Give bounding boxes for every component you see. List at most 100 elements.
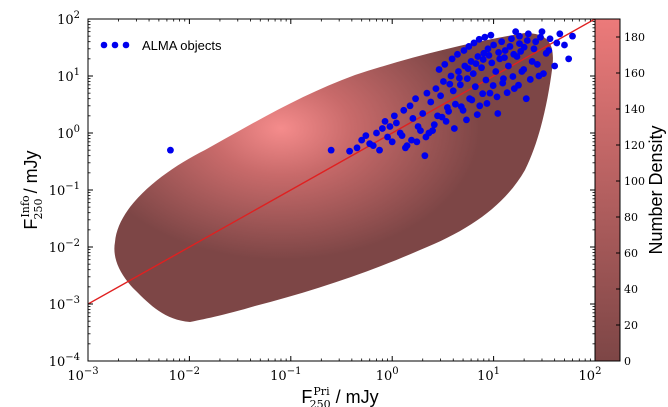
data-point	[505, 62, 512, 70]
data-point	[480, 49, 488, 57]
density-region	[114, 33, 553, 322]
data-point	[522, 95, 530, 103]
data-point	[449, 87, 457, 95]
data-point	[501, 47, 509, 54]
data-point	[447, 72, 455, 80]
data-point	[520, 66, 528, 73]
data-point	[427, 98, 435, 106]
data-point	[446, 80, 454, 88]
data-point	[508, 35, 515, 43]
data-point	[472, 60, 480, 68]
data-point	[369, 142, 377, 150]
data-point	[517, 48, 525, 55]
data-point	[509, 73, 517, 80]
colorbar	[594, 18, 621, 362]
data-point	[362, 132, 370, 140]
colorbar-tick-label: 120	[624, 139, 645, 152]
data-point	[376, 146, 383, 154]
data-point	[392, 119, 400, 127]
colorbar-tick-label: 80	[624, 211, 638, 224]
data-point	[455, 68, 462, 75]
data-point	[545, 47, 553, 54]
data-point	[378, 125, 386, 132]
data-point	[388, 138, 396, 146]
colorbar-tick-label: 60	[624, 247, 638, 260]
y-tick-label: 102	[57, 10, 80, 28]
colorbar-tick-label: 160	[624, 67, 645, 80]
data-point	[488, 59, 496, 67]
x-tick-label: 100	[376, 366, 399, 384]
colorbar-tick-label: 180	[624, 31, 645, 44]
data-point	[556, 30, 564, 38]
data-point	[327, 146, 335, 154]
data-point	[487, 31, 495, 39]
data-point	[540, 70, 547, 78]
legend-marker	[100, 41, 108, 49]
data-point	[533, 60, 541, 68]
data-point	[493, 93, 501, 101]
alma-points	[167, 28, 576, 160]
data-point	[469, 70, 477, 78]
data-point	[386, 123, 394, 130]
legend-label: ALMA objects	[142, 38, 222, 53]
data-point	[494, 110, 502, 117]
x-axis-ticks: 10−3 10−2 10−1 100 101 102	[67, 19, 601, 384]
data-point	[499, 79, 507, 87]
data-point	[373, 129, 380, 137]
data-point	[492, 68, 500, 75]
data-point	[451, 100, 459, 108]
y-tick-label: 10−2	[49, 238, 80, 256]
data-point	[506, 43, 514, 50]
data-point	[463, 116, 470, 124]
data-point	[412, 95, 419, 103]
colorbar-tick-label: 140	[624, 103, 645, 116]
colorbar-ticks: 0 20 40 60 80 100 120 140 160 180	[616, 31, 645, 368]
data-point	[471, 83, 479, 91]
data-point	[538, 28, 546, 36]
data-point	[546, 35, 554, 43]
data-point	[530, 45, 538, 53]
data-point	[475, 35, 483, 43]
data-point	[516, 40, 523, 48]
data-point	[532, 38, 540, 46]
data-point	[473, 111, 481, 119]
colorbar-tick-label: 0	[624, 355, 631, 368]
x-tick-label: 10−3	[67, 366, 98, 384]
data-point	[528, 58, 536, 65]
data-point	[551, 62, 559, 70]
colorbar-tick-label: 20	[624, 319, 638, 332]
x-tick-label: 101	[477, 366, 500, 384]
data-point	[438, 113, 446, 121]
data-point	[167, 146, 174, 154]
data-point	[498, 38, 506, 46]
data-point	[381, 117, 389, 125]
data-point	[481, 33, 489, 41]
data-point	[516, 32, 523, 40]
data-point	[465, 43, 473, 50]
data-point	[402, 144, 409, 152]
data-point	[470, 39, 478, 47]
data-point	[561, 41, 568, 49]
data-point	[441, 60, 449, 68]
x-tick-label: 10−1	[270, 366, 301, 384]
legend-marker	[122, 41, 130, 49]
data-point	[406, 102, 414, 110]
data-point	[456, 81, 464, 89]
data-point	[495, 48, 502, 56]
data-point	[353, 144, 361, 152]
data-point	[537, 33, 544, 41]
x-tick-label: 102	[579, 366, 602, 384]
data-point	[484, 45, 492, 53]
data-point	[456, 74, 463, 82]
data-point	[474, 53, 482, 60]
data-point	[503, 89, 511, 97]
data-point	[413, 138, 421, 146]
data-point	[501, 54, 508, 62]
data-point	[482, 76, 490, 84]
data-point	[464, 65, 472, 72]
y-axis-label: FInfo250 / mJy	[19, 150, 45, 229]
data-point	[384, 133, 391, 141]
data-point	[442, 117, 450, 125]
data-point	[478, 64, 485, 72]
